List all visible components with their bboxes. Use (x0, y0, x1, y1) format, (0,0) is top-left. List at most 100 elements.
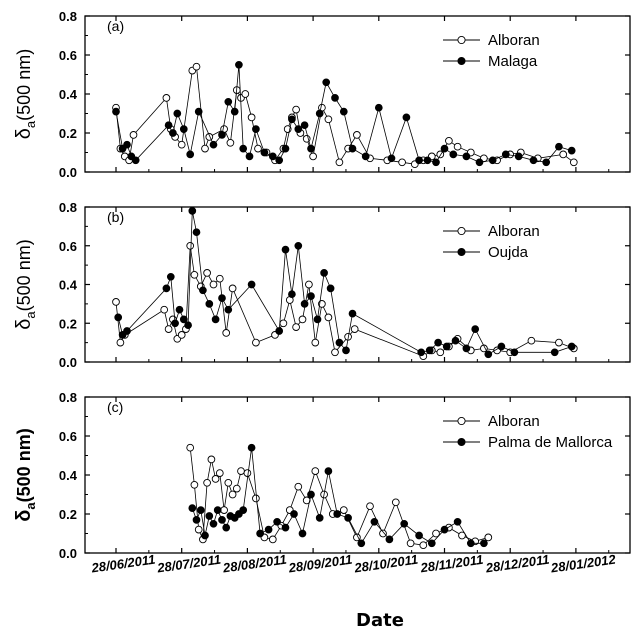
data-point-palma-de-mallorca (205, 512, 214, 520)
data-point-palma-de-mallorca (192, 516, 201, 524)
data-point-oujda (320, 269, 328, 277)
data-point-oujda (348, 309, 357, 318)
data-point-alboran (353, 131, 361, 139)
data-point-oujda (211, 315, 220, 324)
data-point-oujda (567, 342, 576, 351)
data-point-alboran (298, 315, 307, 324)
data-point-malaga (239, 144, 248, 153)
y-axis-label-rest: (500 nm) (14, 239, 34, 311)
y-tick-label: 0.2 (59, 507, 77, 522)
data-point-alboran (350, 325, 359, 333)
data-point-oujda (434, 338, 442, 347)
y-tick-label: 0.8 (59, 200, 77, 215)
data-point-alboran (366, 502, 374, 511)
legend-marker (457, 437, 466, 447)
data-point-palma-de-mallorca (324, 467, 333, 475)
data-point-oujda (114, 313, 123, 322)
data-point-alboran (194, 525, 203, 534)
data-point-palma-de-mallorca (209, 519, 218, 528)
data-point-malaga (186, 150, 195, 159)
data-point-malaga (339, 107, 348, 116)
data-point-palma-de-mallorca (400, 519, 409, 528)
y-axis-label-rest: (500 nm) (14, 49, 34, 121)
data-point-alboran (164, 325, 173, 333)
data-point-oujda (510, 348, 519, 357)
y-tick-label: 0.4 (59, 278, 78, 293)
data-point-malaga (462, 152, 471, 161)
data-point-oujda (275, 327, 284, 335)
y-axis-label-subscript: a (23, 120, 38, 128)
y-tick-label: 0.0 (59, 355, 77, 370)
data-point-palma-de-mallorca (315, 514, 324, 522)
legend-marker (457, 416, 466, 426)
data-point-alboran (177, 140, 186, 149)
data-point-malaga (218, 131, 226, 139)
data-point-malaga (235, 60, 243, 69)
y-axis-label-symbol: δ (13, 510, 35, 522)
data-point-palma-de-mallorca (273, 517, 281, 526)
data-point-alboran (559, 150, 568, 159)
data-point-alboran (279, 319, 288, 328)
data-point-oujda (224, 305, 233, 314)
data-point-alboran (324, 115, 333, 124)
data-point-malaga (252, 125, 260, 133)
series-line-alboran (115, 245, 574, 357)
data-point-oujda (451, 336, 460, 345)
data-point-alboran (215, 274, 224, 283)
legend-entry: Alboran (488, 223, 540, 240)
y-tick-label: 0.4 (59, 87, 78, 102)
data-point-palma-de-mallorca (427, 539, 436, 548)
data-point-alboran (232, 484, 241, 493)
data-point-alboran (226, 138, 235, 147)
data-point-alboran (379, 529, 387, 538)
x-tick-label: 28/01/2012 (549, 551, 617, 575)
legend-entry: Alboran (488, 413, 540, 430)
data-point-alboran (162, 94, 171, 102)
y-tick-label: 0.6 (59, 429, 77, 444)
data-point-alboran (190, 480, 199, 489)
data-point-oujda (335, 338, 344, 347)
x-tick-label: 28/12/2011 (484, 552, 551, 576)
y-axis-label-symbol: δ (13, 319, 35, 330)
y-tick-label: 0.4 (59, 468, 78, 483)
y-tick-label: 0.6 (59, 239, 77, 254)
data-point-oujda (442, 342, 451, 351)
data-point-alboran (292, 323, 300, 331)
data-point-alboran (311, 338, 320, 347)
x-tick-label: 28/11/2011 (419, 552, 485, 576)
data-point-palma-de-mallorca (201, 531, 209, 540)
data-point-alboran (228, 490, 237, 499)
plot-frame-1 (84, 15, 631, 173)
data-point-alboran (116, 338, 125, 347)
data-point-malaga (164, 121, 173, 130)
legend-marker (457, 226, 466, 236)
data-point-oujda (188, 207, 197, 215)
y-tick-label: 0.8 (59, 390, 77, 405)
data-point-alboran (294, 482, 303, 491)
data-point-oujda (417, 348, 426, 357)
data-point-palma-de-mallorca (453, 517, 462, 526)
data-point-malaga (224, 97, 233, 106)
legend-marker (457, 247, 466, 257)
data-point-alboran (339, 506, 348, 514)
data-point-malaga (322, 78, 331, 87)
data-point-alboran (222, 329, 231, 337)
data-point-oujda (179, 315, 188, 324)
data-point-malaga (331, 94, 339, 102)
data-point-malaga (488, 156, 497, 165)
data-point-malaga (131, 156, 140, 165)
x-tick-label: 28/10/2011 (352, 552, 419, 576)
data-point-palma-de-mallorca (415, 531, 423, 540)
data-point-palma-de-mallorca (307, 490, 315, 499)
data-point-oujda (313, 315, 322, 324)
data-point-palma-de-mallorca (196, 506, 205, 514)
data-point-palma-de-mallorca (357, 539, 366, 548)
data-point-malaga (169, 129, 177, 137)
data-point-alboran (203, 478, 211, 487)
data-point-alboran (254, 144, 262, 153)
data-point-alboran (436, 348, 445, 357)
data-point-malaga (555, 142, 563, 151)
y-axis-label-subscript: a (23, 311, 38, 319)
data-point-malaga (529, 156, 538, 165)
data-point-alboran (311, 467, 320, 475)
